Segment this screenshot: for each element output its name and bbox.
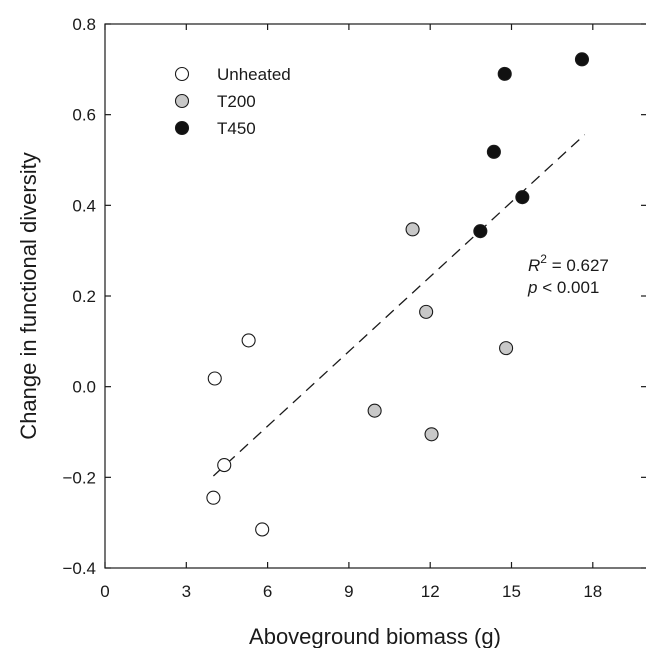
x-axis-title: Aboveground biomass (g) [249, 624, 501, 648]
x-tick-label: 18 [583, 582, 602, 601]
data-point-unheated [207, 371, 222, 386]
r-squared-superscript: 2 [540, 252, 547, 266]
r-squared-value: = 0.627 [547, 256, 609, 275]
data-point-unheated [217, 458, 232, 473]
legend-marker-unheated [174, 66, 190, 82]
legend-marker-t200 [174, 93, 190, 109]
x-tick-label: 12 [421, 582, 440, 601]
data-point-t200 [367, 403, 382, 418]
y-tick-label: 0.8 [72, 15, 96, 34]
regression-line [212, 134, 586, 477]
y-axis-title: Change in functional diversity [16, 152, 41, 439]
r-squared-annotation: R2 = 0.627 [528, 252, 609, 275]
legend: Unheated T200 T450 [174, 65, 291, 138]
x-tick-label: 6 [263, 582, 272, 601]
data-point-unheated [241, 333, 256, 348]
data-point-t200 [405, 222, 420, 237]
y-tick-label: −0.4 [62, 559, 96, 578]
data-point-t450 [473, 224, 488, 239]
data-point-t450 [497, 66, 512, 81]
x-tick-label: 9 [344, 582, 353, 601]
legend-marker-t450 [174, 120, 190, 136]
p-symbol: p [527, 278, 537, 297]
data-point-t450 [574, 52, 590, 67]
x-tick-label: 3 [182, 582, 191, 601]
legend-label-t200: T200 [217, 92, 256, 111]
y-tick-label: 0.0 [72, 378, 96, 397]
data-point-t200 [419, 304, 434, 319]
legend-label-unheated: Unheated [217, 65, 291, 84]
data-point-unheated [255, 522, 270, 537]
y-tick-label: 0.2 [72, 287, 96, 306]
r-symbol: R [528, 256, 540, 275]
x-tick-label: 0 [100, 582, 109, 601]
data-point-t200 [424, 427, 439, 442]
legend-label-t450: T450 [217, 119, 256, 138]
data-point-t450 [515, 190, 530, 205]
p-value-annotation: p < 0.001 [527, 278, 599, 297]
p-value: < 0.001 [537, 278, 599, 297]
x-tick-label: 15 [502, 582, 521, 601]
data-point-unheated [206, 490, 221, 505]
y-tick-label: 0.4 [72, 196, 96, 215]
data-point-t200 [499, 341, 514, 356]
y-tick-label: −0.2 [62, 468, 96, 487]
data-points [206, 52, 590, 537]
axis-ticks [104, 23, 646, 569]
axis-tick-labels: 0 3 6 9 12 15 18 −0.4 −0.2 0.0 0.2 0.4 0.6 0.8 [62, 15, 602, 601]
data-point-t450 [486, 144, 501, 159]
y-tick-label: 0.6 [72, 106, 96, 125]
